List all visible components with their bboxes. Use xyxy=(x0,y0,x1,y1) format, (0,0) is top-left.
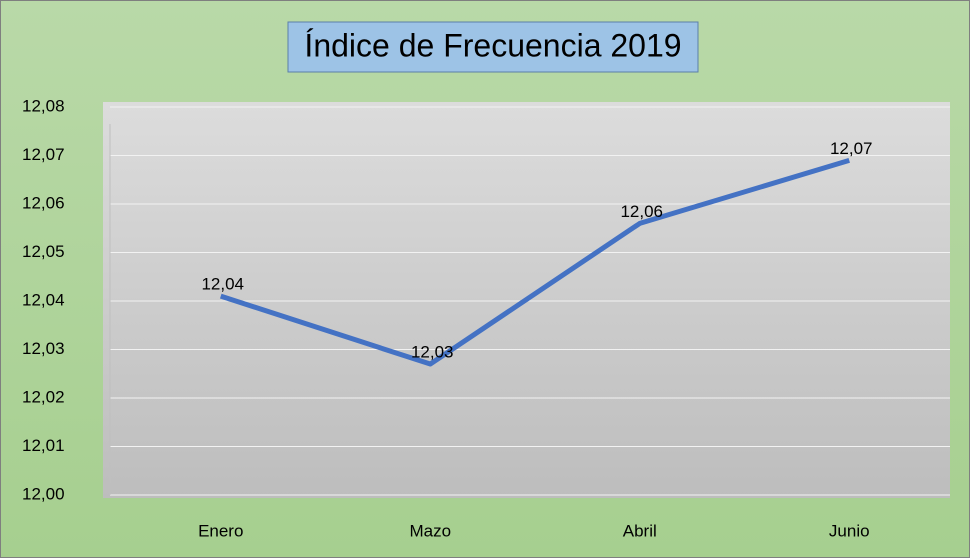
y-tick-label: 12,03 xyxy=(22,339,65,358)
data-label: 12,04 xyxy=(201,275,244,294)
y-tick-label: 12,04 xyxy=(22,290,65,309)
line xyxy=(219,157,850,367)
data-label: 12,07 xyxy=(830,139,873,158)
y-tick-label: 12,06 xyxy=(22,193,65,212)
y-tick-label: 12,00 xyxy=(22,484,65,503)
x-tick-label: Abril xyxy=(623,521,657,540)
x-tick-label: Junio xyxy=(829,521,870,540)
y-tick-label: 12,08 xyxy=(22,96,65,115)
y-tick-label: 12,07 xyxy=(22,145,65,164)
chart-title: Índice de Frecuencia 2019 xyxy=(304,27,681,63)
x-tick-label: Enero xyxy=(198,521,243,540)
y-tick-label: 12,01 xyxy=(22,436,65,455)
data-label: 12,03 xyxy=(411,343,454,362)
y-tick-label: 12,02 xyxy=(22,387,65,406)
data-label: 12,06 xyxy=(620,202,663,221)
y-tick-label: 12,05 xyxy=(22,242,65,261)
title-box xyxy=(287,21,699,73)
x-tick-label: Mazo xyxy=(409,521,451,540)
